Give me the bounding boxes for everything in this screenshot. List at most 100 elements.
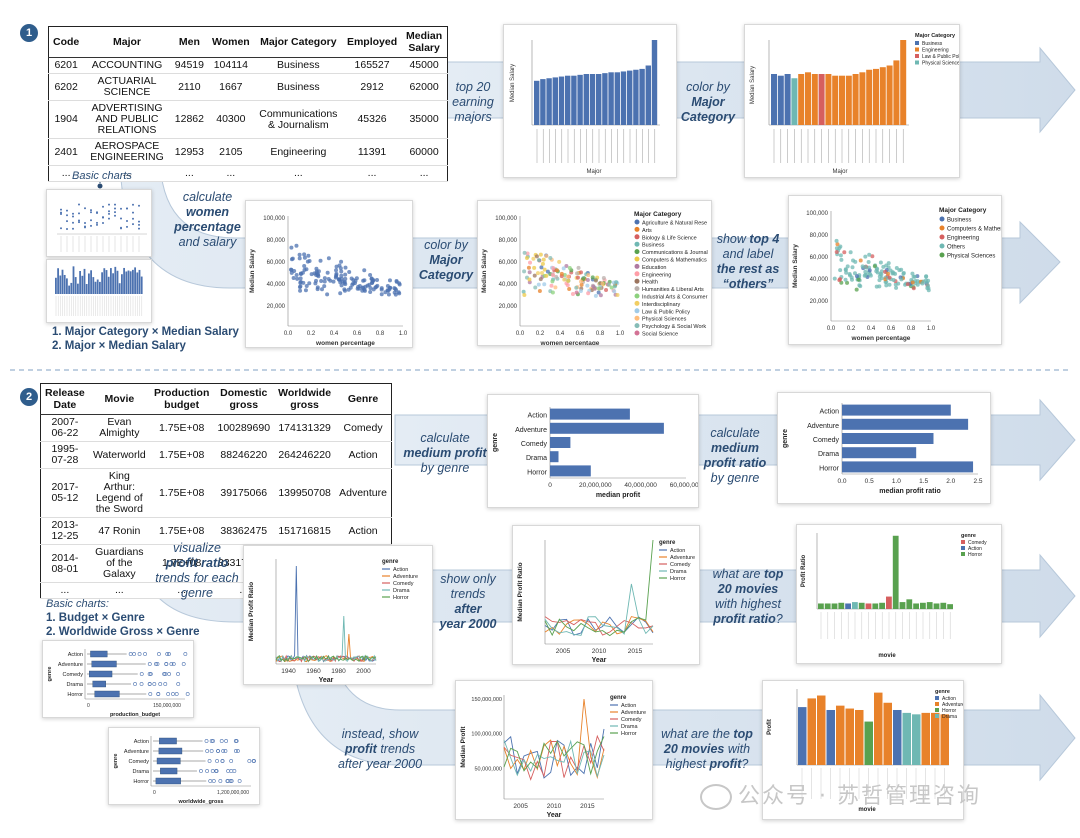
point <box>527 277 532 282</box>
box <box>90 650 108 658</box>
outlier <box>155 662 160 666</box>
point <box>532 273 537 278</box>
legend-label: Action <box>621 703 636 709</box>
y-tick: 80,000 <box>499 238 518 244</box>
point <box>60 211 62 214</box>
point <box>102 221 104 224</box>
point <box>60 208 62 211</box>
point <box>551 273 556 278</box>
legend-label: Biology & Life Science <box>642 235 697 241</box>
majors-header: Employed <box>342 26 402 58</box>
x-axis-label: women percentage <box>315 340 375 347</box>
point <box>544 273 549 278</box>
step-top20-ratio: what are top 20 movies with highest profit … <box>712 567 784 626</box>
outlier <box>169 662 174 666</box>
outlier <box>214 769 218 773</box>
category-label: Adventure <box>124 749 149 755</box>
category-label: Horror <box>67 692 83 698</box>
series-line <box>544 616 654 635</box>
legend-label: Action <box>968 546 982 552</box>
point <box>522 269 527 274</box>
point <box>96 221 98 224</box>
x-tick: 0.0 <box>827 326 836 332</box>
legend-label: Physical Sciences <box>922 61 959 67</box>
legend-swatch <box>915 54 919 58</box>
bar <box>55 277 57 294</box>
x-tick: 0.2 <box>307 331 316 337</box>
step-med-ratio: calculate medium profit ratio by genre <box>703 426 767 485</box>
bar <box>886 65 893 125</box>
point <box>343 276 348 281</box>
bar <box>633 69 639 125</box>
bar <box>832 75 839 125</box>
step-vis-ratio: visualize profit ratio trends for each genr… <box>155 541 239 600</box>
box <box>156 757 181 765</box>
x-tick: 0.6 <box>353 331 362 337</box>
point <box>845 280 850 285</box>
bar <box>571 75 577 125</box>
point <box>542 282 547 287</box>
point <box>867 252 872 257</box>
x-tick: 1940 <box>281 668 296 675</box>
x-axis-label: movie <box>878 653 896 659</box>
bar <box>85 284 88 294</box>
watermark: 公众号 · 苏哲管理咨询 <box>700 778 981 810</box>
legend-label: Health <box>642 280 658 286</box>
legend-label: Comedy <box>968 540 987 546</box>
movies-header: Release Date <box>40 383 89 415</box>
x-tick: 0.8 <box>907 326 916 332</box>
bar <box>784 74 791 125</box>
chart-scatter-women: 100,000 80,000 60,000 40,000 20,000 0.0 0.2 0.4… <box>245 200 413 348</box>
legend-label: Physical Sciences <box>642 317 687 323</box>
point <box>593 293 598 298</box>
outlier <box>228 779 233 783</box>
point <box>319 278 324 283</box>
point <box>537 289 542 294</box>
y-axis-label: Median Profit <box>460 726 467 768</box>
point <box>138 227 140 230</box>
point <box>114 211 116 214</box>
bar <box>125 271 128 294</box>
legend-swatch <box>935 708 939 712</box>
outlier <box>225 779 230 783</box>
legend-dot <box>634 293 640 299</box>
table-cell: 2105 <box>207 138 254 166</box>
table-cell: ... <box>253 165 343 182</box>
x-tick: 0.2 <box>536 331 545 337</box>
bar <box>127 270 130 294</box>
point <box>357 284 362 289</box>
point <box>353 278 358 283</box>
bar <box>873 68 879 125</box>
point <box>899 277 904 282</box>
legend-label: Social Science <box>642 332 678 338</box>
y-axis-label: genre <box>113 754 119 769</box>
point <box>551 266 556 271</box>
outlier <box>218 779 223 783</box>
point <box>351 281 356 286</box>
point <box>84 225 86 228</box>
bar <box>129 271 132 294</box>
legend-swatch <box>961 540 965 544</box>
bar <box>902 712 911 765</box>
point <box>294 272 299 277</box>
y-tick: 20,000 <box>499 304 518 310</box>
box <box>158 747 183 755</box>
legend-label: Adventure <box>942 702 963 708</box>
majors-header: Major Category <box>253 26 343 58</box>
box <box>89 670 113 678</box>
bar <box>947 604 953 609</box>
point <box>394 278 399 283</box>
bar <box>546 78 552 125</box>
bar <box>550 465 591 477</box>
outlier <box>154 662 158 666</box>
point <box>291 276 296 281</box>
movies-header: Genre <box>335 383 392 415</box>
chart-median-ratio: Action Adventure Comedy Drama Horror 0.0 0.5 1.… <box>777 392 991 504</box>
point <box>334 273 339 278</box>
bar <box>831 603 838 609</box>
legend-label: Arts <box>642 228 652 234</box>
point <box>303 288 308 293</box>
legend-label: Computers & Mathematics <box>642 258 707 264</box>
bar <box>845 708 854 765</box>
point <box>586 291 591 296</box>
